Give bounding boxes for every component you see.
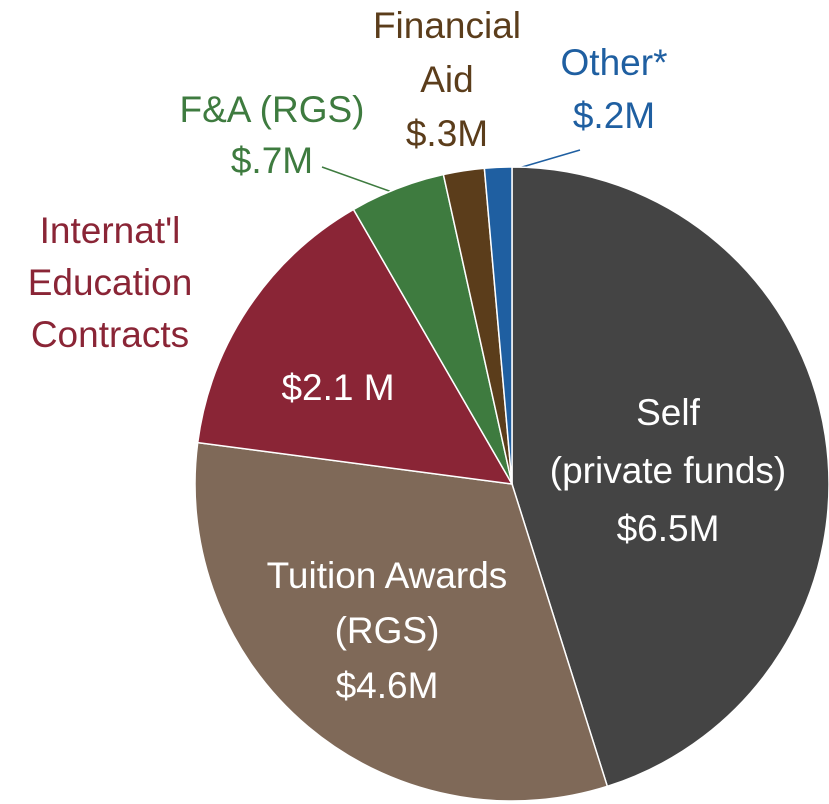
slice-label: Tuition Awards (267, 555, 508, 596)
value-label: $.7M (231, 140, 313, 181)
value-label: $.3M (406, 113, 488, 154)
slice-label: Financial (373, 5, 521, 46)
slice-label: Contracts (31, 314, 189, 355)
value-label: $6.5M (617, 508, 720, 549)
value-label: $.2M (573, 95, 655, 136)
value-label: $4.6M (336, 665, 439, 706)
slice-label: Internat'l (40, 210, 181, 251)
pie-slice (483, 166, 513, 485)
slice-label: Aid (420, 59, 473, 100)
slice-label: (private funds) (550, 450, 787, 491)
leader-line (321, 166, 393, 193)
pie-slice (511, 166, 829, 788)
slice-label: Self (636, 392, 700, 433)
slice-label: Education (28, 262, 193, 303)
pie-slice (194, 441, 609, 802)
slice-label: F&A (RGS) (179, 89, 364, 130)
value-label: $2.1 M (281, 367, 394, 408)
pie-slice (196, 208, 514, 485)
slice-label: (RGS) (335, 610, 440, 651)
slice-label: Other* (561, 42, 668, 83)
